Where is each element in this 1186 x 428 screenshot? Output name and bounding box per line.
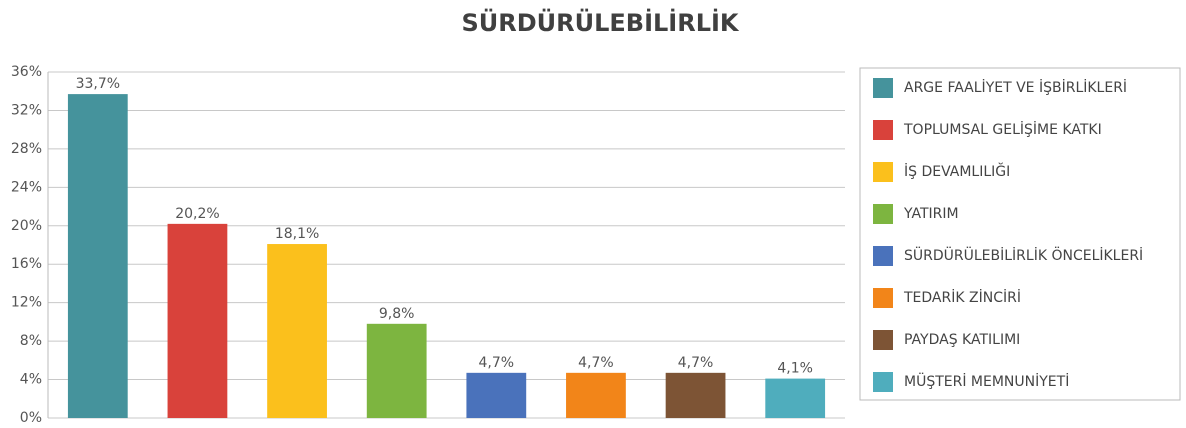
legend-swatch: [873, 246, 893, 266]
value-label: 4,7%: [678, 355, 714, 371]
legend-swatch: [873, 330, 893, 350]
legend-swatch: [873, 120, 893, 140]
legend-label: YATIRIM: [903, 206, 959, 222]
legend-swatch: [873, 78, 893, 98]
y-tick-label: 4%: [20, 372, 42, 388]
chart-title: SÜRDÜRÜLEBİLİRLİK: [461, 7, 739, 37]
bar: [466, 372, 527, 418]
bar: [167, 223, 228, 418]
legend-label: ARGE FAALİYET VE İŞBİRLİKLERİ: [904, 78, 1127, 96]
value-label: 20,2%: [175, 206, 219, 222]
value-label: 4,1%: [777, 361, 813, 377]
legend-swatch: [873, 288, 893, 308]
y-tick-label: 24%: [11, 179, 42, 195]
bar: [566, 372, 626, 418]
bar: [366, 323, 427, 418]
legend-swatch: [873, 162, 893, 182]
y-tick-label: 8%: [20, 333, 42, 349]
value-label: 33,7%: [76, 76, 120, 92]
bar: [267, 244, 327, 418]
bar: [67, 94, 128, 418]
legend-label: TOPLUMSAL GELİŞİME KATKI: [903, 120, 1102, 138]
legend-swatch: [873, 204, 893, 224]
legend-box: [859, 67, 1181, 401]
legend-label: SÜRDÜRÜLEBİLİRLİK ÖNCELİKLERİ: [904, 246, 1143, 264]
bar: [665, 372, 726, 418]
legend-label: TEDARİK ZİNCİRİ: [903, 288, 1021, 306]
value-label: 4,7%: [578, 355, 614, 371]
value-label: 18,1%: [275, 226, 319, 242]
value-label: 4,7%: [479, 355, 515, 371]
y-tick-label: 16%: [11, 256, 42, 272]
legend-label: PAYDAŞ KATILIMI: [904, 332, 1020, 348]
legend-swatch: [873, 372, 893, 392]
value-label: 9,8%: [379, 306, 415, 322]
y-tick-label: 20%: [11, 218, 42, 234]
y-tick-label: 36%: [11, 64, 42, 80]
y-tick-label: 32%: [11, 102, 42, 118]
legend-label: İŞ DEVAMLILIĞI: [904, 162, 1010, 180]
y-tick-label: 28%: [11, 141, 42, 157]
y-tick-label: 0%: [20, 410, 42, 426]
bar: [765, 378, 826, 418]
legend-label: MÜŞTERİ MEMNUNİYETİ: [904, 372, 1069, 390]
y-tick-label: 12%: [11, 295, 42, 311]
